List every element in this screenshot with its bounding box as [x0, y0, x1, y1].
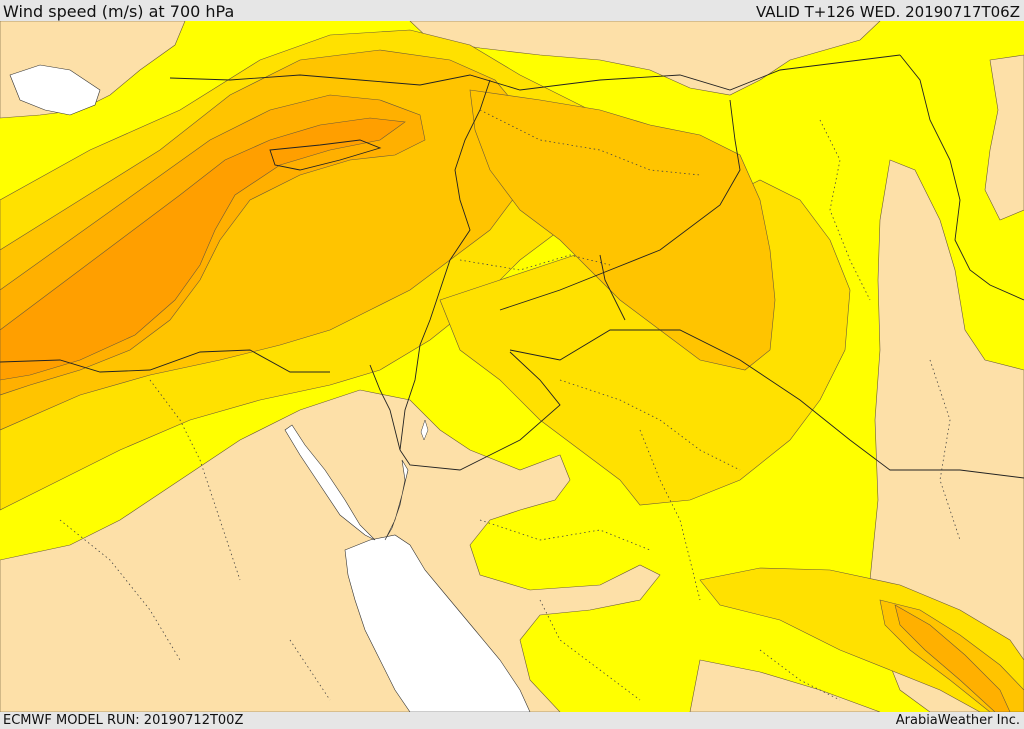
aegean-water	[9, 64, 101, 116]
low-wind-region-north	[409, 21, 881, 96]
gulf-of-suez-water	[284, 424, 376, 541]
footer-bar	[0, 712, 1024, 729]
wind-band-peak	[0, 117, 406, 381]
low-wind-region-sinai-egypt	[0, 389, 661, 712]
wind-speed-map	[0, 21, 1024, 712]
low-wind-region-south	[689, 659, 881, 712]
credit-label: ArabiaWeather Inc.	[895, 713, 1020, 728]
wind-band-southeast-3	[894, 604, 1011, 712]
low-wind-region-northeast	[984, 54, 1024, 221]
wind-band-south	[699, 567, 1024, 712]
low-wind-region-east	[869, 159, 1024, 712]
model-run-label: ECMWF MODEL RUN: 20190712T00Z	[3, 713, 244, 728]
wind-band-east-2	[469, 89, 776, 371]
province-lines	[59, 109, 961, 701]
boundary-lines	[0, 54, 1024, 479]
dead-sea-water	[420, 419, 429, 441]
red-sea-water	[344, 534, 531, 712]
gulf-of-aqaba-water	[384, 459, 409, 541]
map-title: Wind speed (m/s) at 700 hPa	[3, 2, 235, 21]
valid-time: VALID T+126 WED. 20190717T06Z	[755, 3, 1020, 21]
header-bar	[0, 0, 1024, 21]
